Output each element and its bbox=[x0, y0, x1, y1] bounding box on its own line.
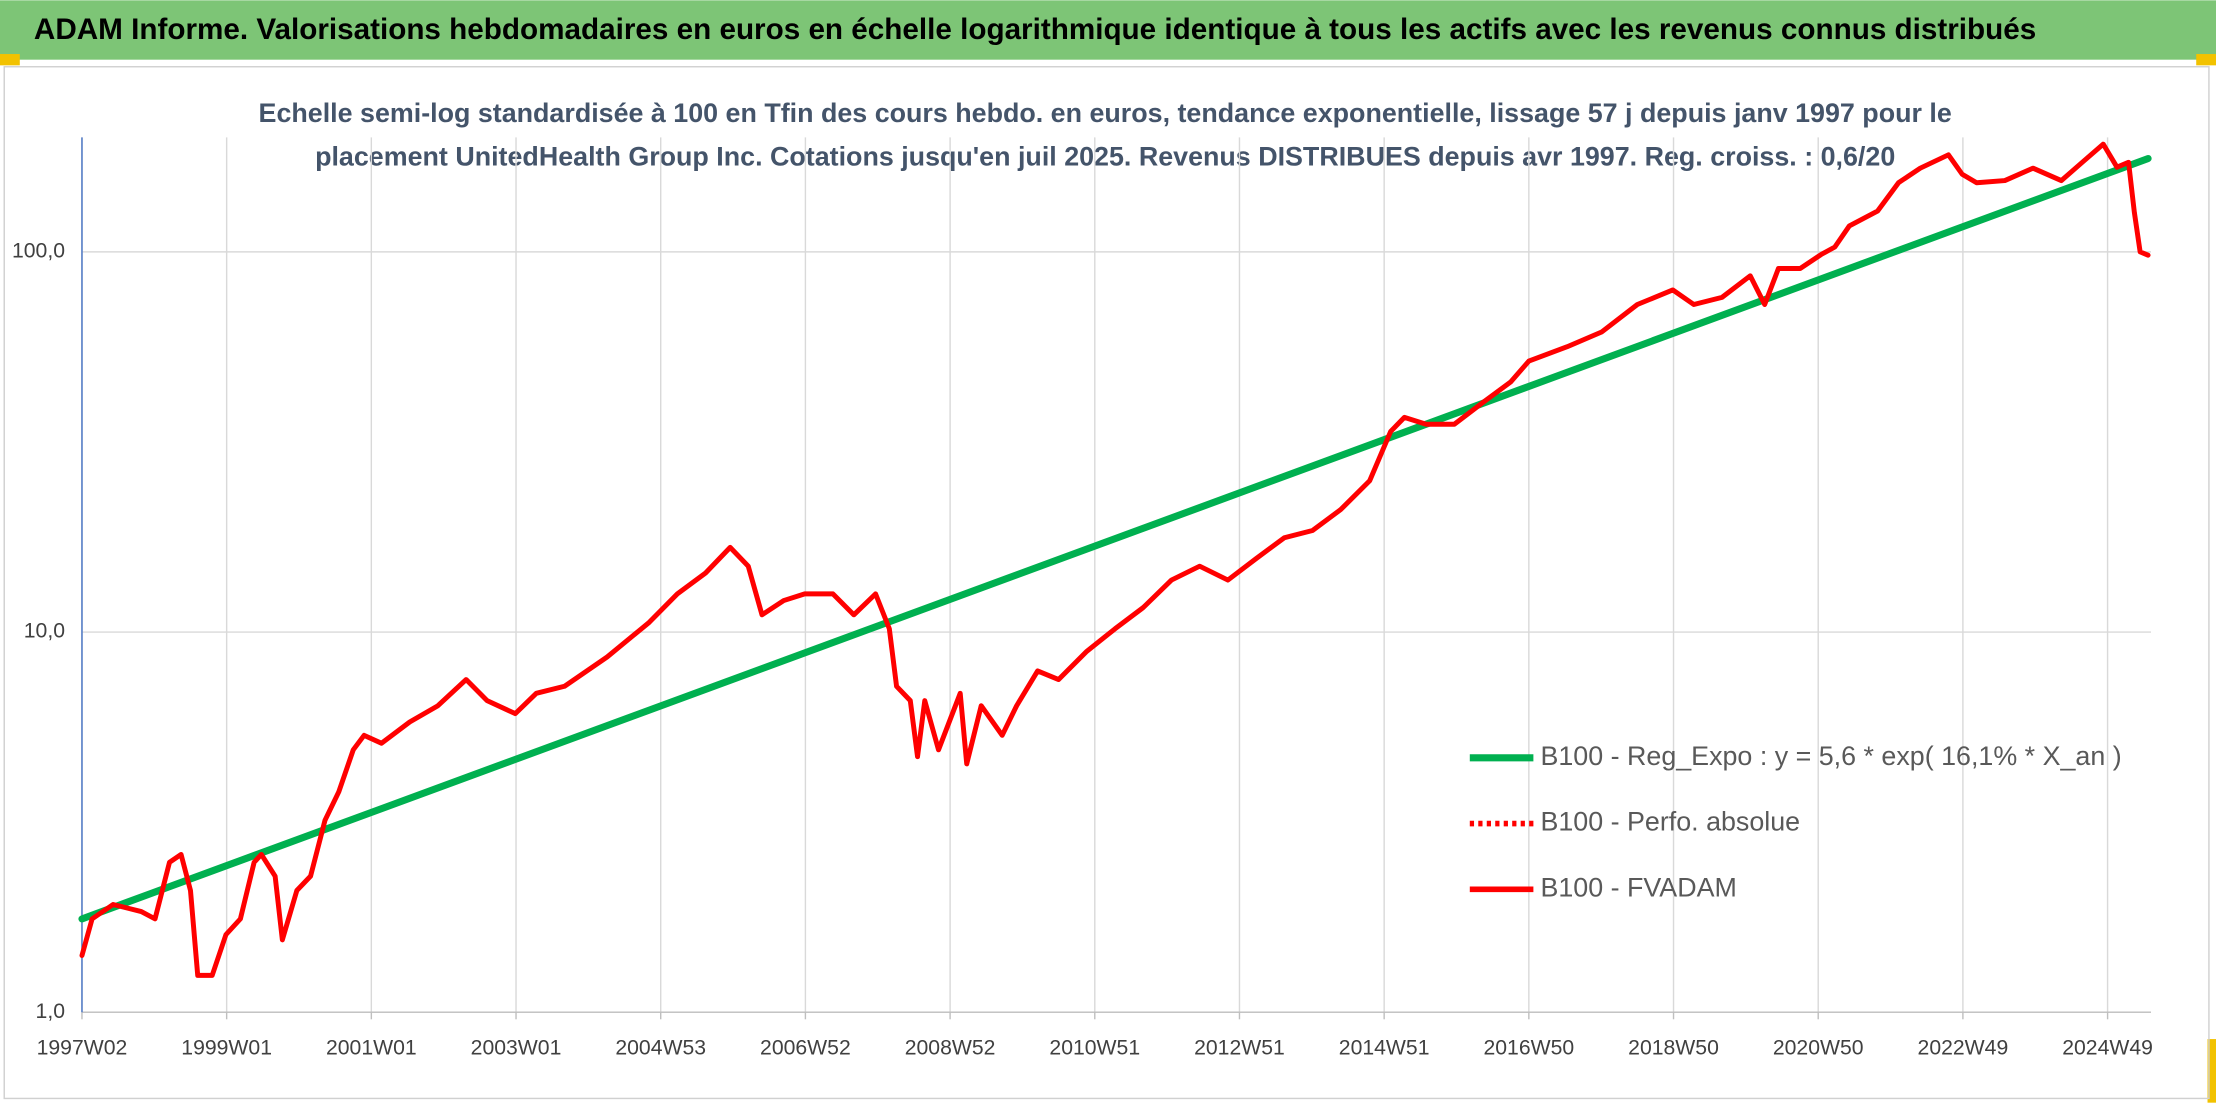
x-tick-label: 2022W49 bbox=[1918, 1037, 2009, 1060]
corner-mark bbox=[2196, 54, 2216, 66]
plot bbox=[78, 141, 2152, 978]
x-tick-label: 1997W02 bbox=[37, 1037, 128, 1060]
grid: 1,0 10,0 100,0 1997W02 1999W01 2001W01 2003W01… bbox=[12, 137, 2153, 1060]
y-tick-label: 10,0 bbox=[24, 620, 65, 643]
x-tick-label: 2014W51 bbox=[1339, 1037, 1430, 1060]
y-tick-label: 100,0 bbox=[12, 239, 65, 262]
chart-frame bbox=[3, 66, 2210, 1100]
x-tick-label: 2020W50 bbox=[1773, 1037, 1864, 1060]
legend-label: B100 - Reg_Expo : y = 5,6 * exp( 16,1% *… bbox=[1540, 741, 2121, 771]
x-tick-label: 2016W50 bbox=[1483, 1037, 1574, 1060]
series-line bbox=[78, 154, 2152, 923]
x-tick-label: 2004W53 bbox=[615, 1037, 706, 1060]
x-tick-label: 2006W52 bbox=[760, 1037, 851, 1060]
x-tick-label: 2001W01 bbox=[326, 1037, 417, 1060]
header-title: ADAM Informe. Valorisations hebdomadaire… bbox=[34, 13, 2036, 46]
header-bar bbox=[0, 0, 2216, 60]
x-tick-label: 2024W49 bbox=[2062, 1037, 2153, 1060]
x-tick-label: 2018W50 bbox=[1628, 1037, 1719, 1060]
x-tick-label: 2003W01 bbox=[471, 1037, 562, 1060]
y-tick-label: 1,0 bbox=[36, 1000, 65, 1023]
legend: B100 - Reg_Expo : y = 5,6 * exp( 16,1% *… bbox=[1469, 741, 2122, 902]
x-tick-label: 2012W51 bbox=[1194, 1037, 1285, 1060]
legend-label: B100 - Perfo. absolue bbox=[1540, 807, 1800, 837]
legend-label: B100 - FVADAM bbox=[1540, 872, 1736, 902]
x-tick-label: 2010W51 bbox=[1049, 1037, 1140, 1060]
series-line bbox=[79, 141, 2151, 978]
chart-subtitle: Echelle semi-log standardisée à 100 en T… bbox=[259, 98, 1952, 128]
corner-mark bbox=[2207, 1039, 2216, 1103]
chart-subtitle: placement UnitedHealth Group Inc. Cotati… bbox=[315, 142, 1895, 172]
corner-mark bbox=[0, 54, 20, 66]
x-tick-label: 2008W52 bbox=[905, 1037, 996, 1060]
x-tick-label: 1999W01 bbox=[181, 1037, 272, 1060]
